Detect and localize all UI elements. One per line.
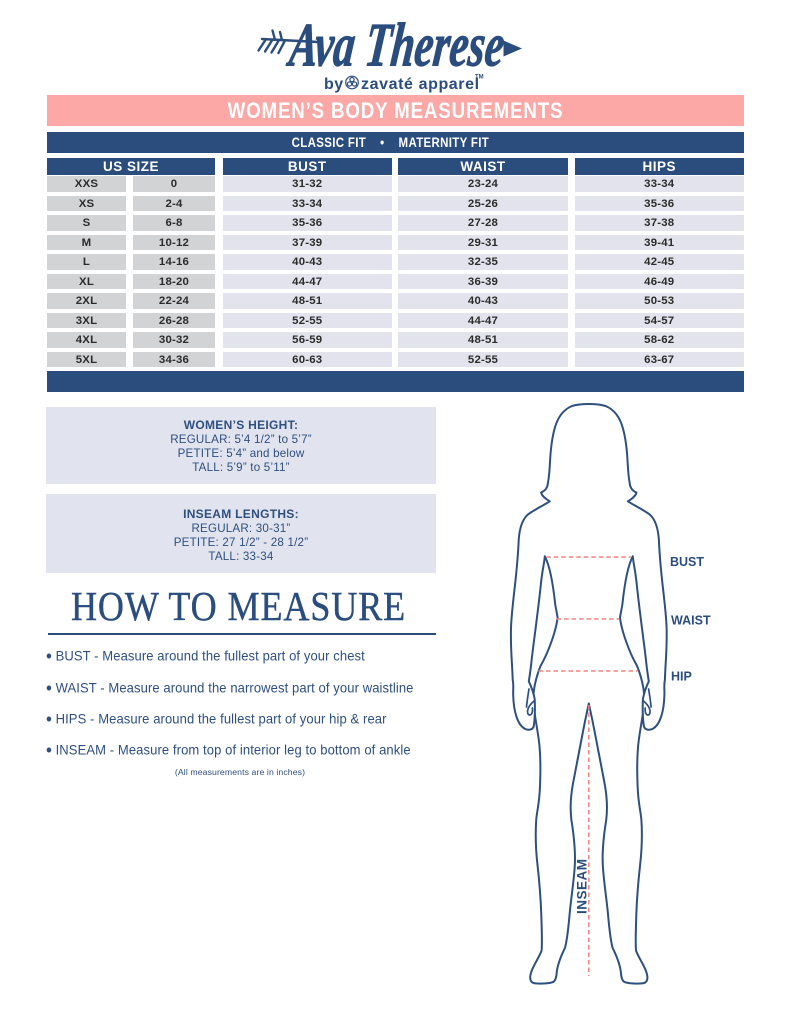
svg-text:Ava Therese: Ava Therese [284,14,508,79]
svg-text:TM: TM [475,75,484,81]
svg-text:WAIST: WAIST [671,614,711,628]
svg-text:INSEAM: INSEAM [575,858,590,914]
svg-text:HIP: HIP [671,670,692,684]
svg-text:zavaté apparel: zavaté apparel [361,76,480,93]
svg-text:BUST: BUST [670,555,704,569]
svg-text:by: by [324,76,344,93]
